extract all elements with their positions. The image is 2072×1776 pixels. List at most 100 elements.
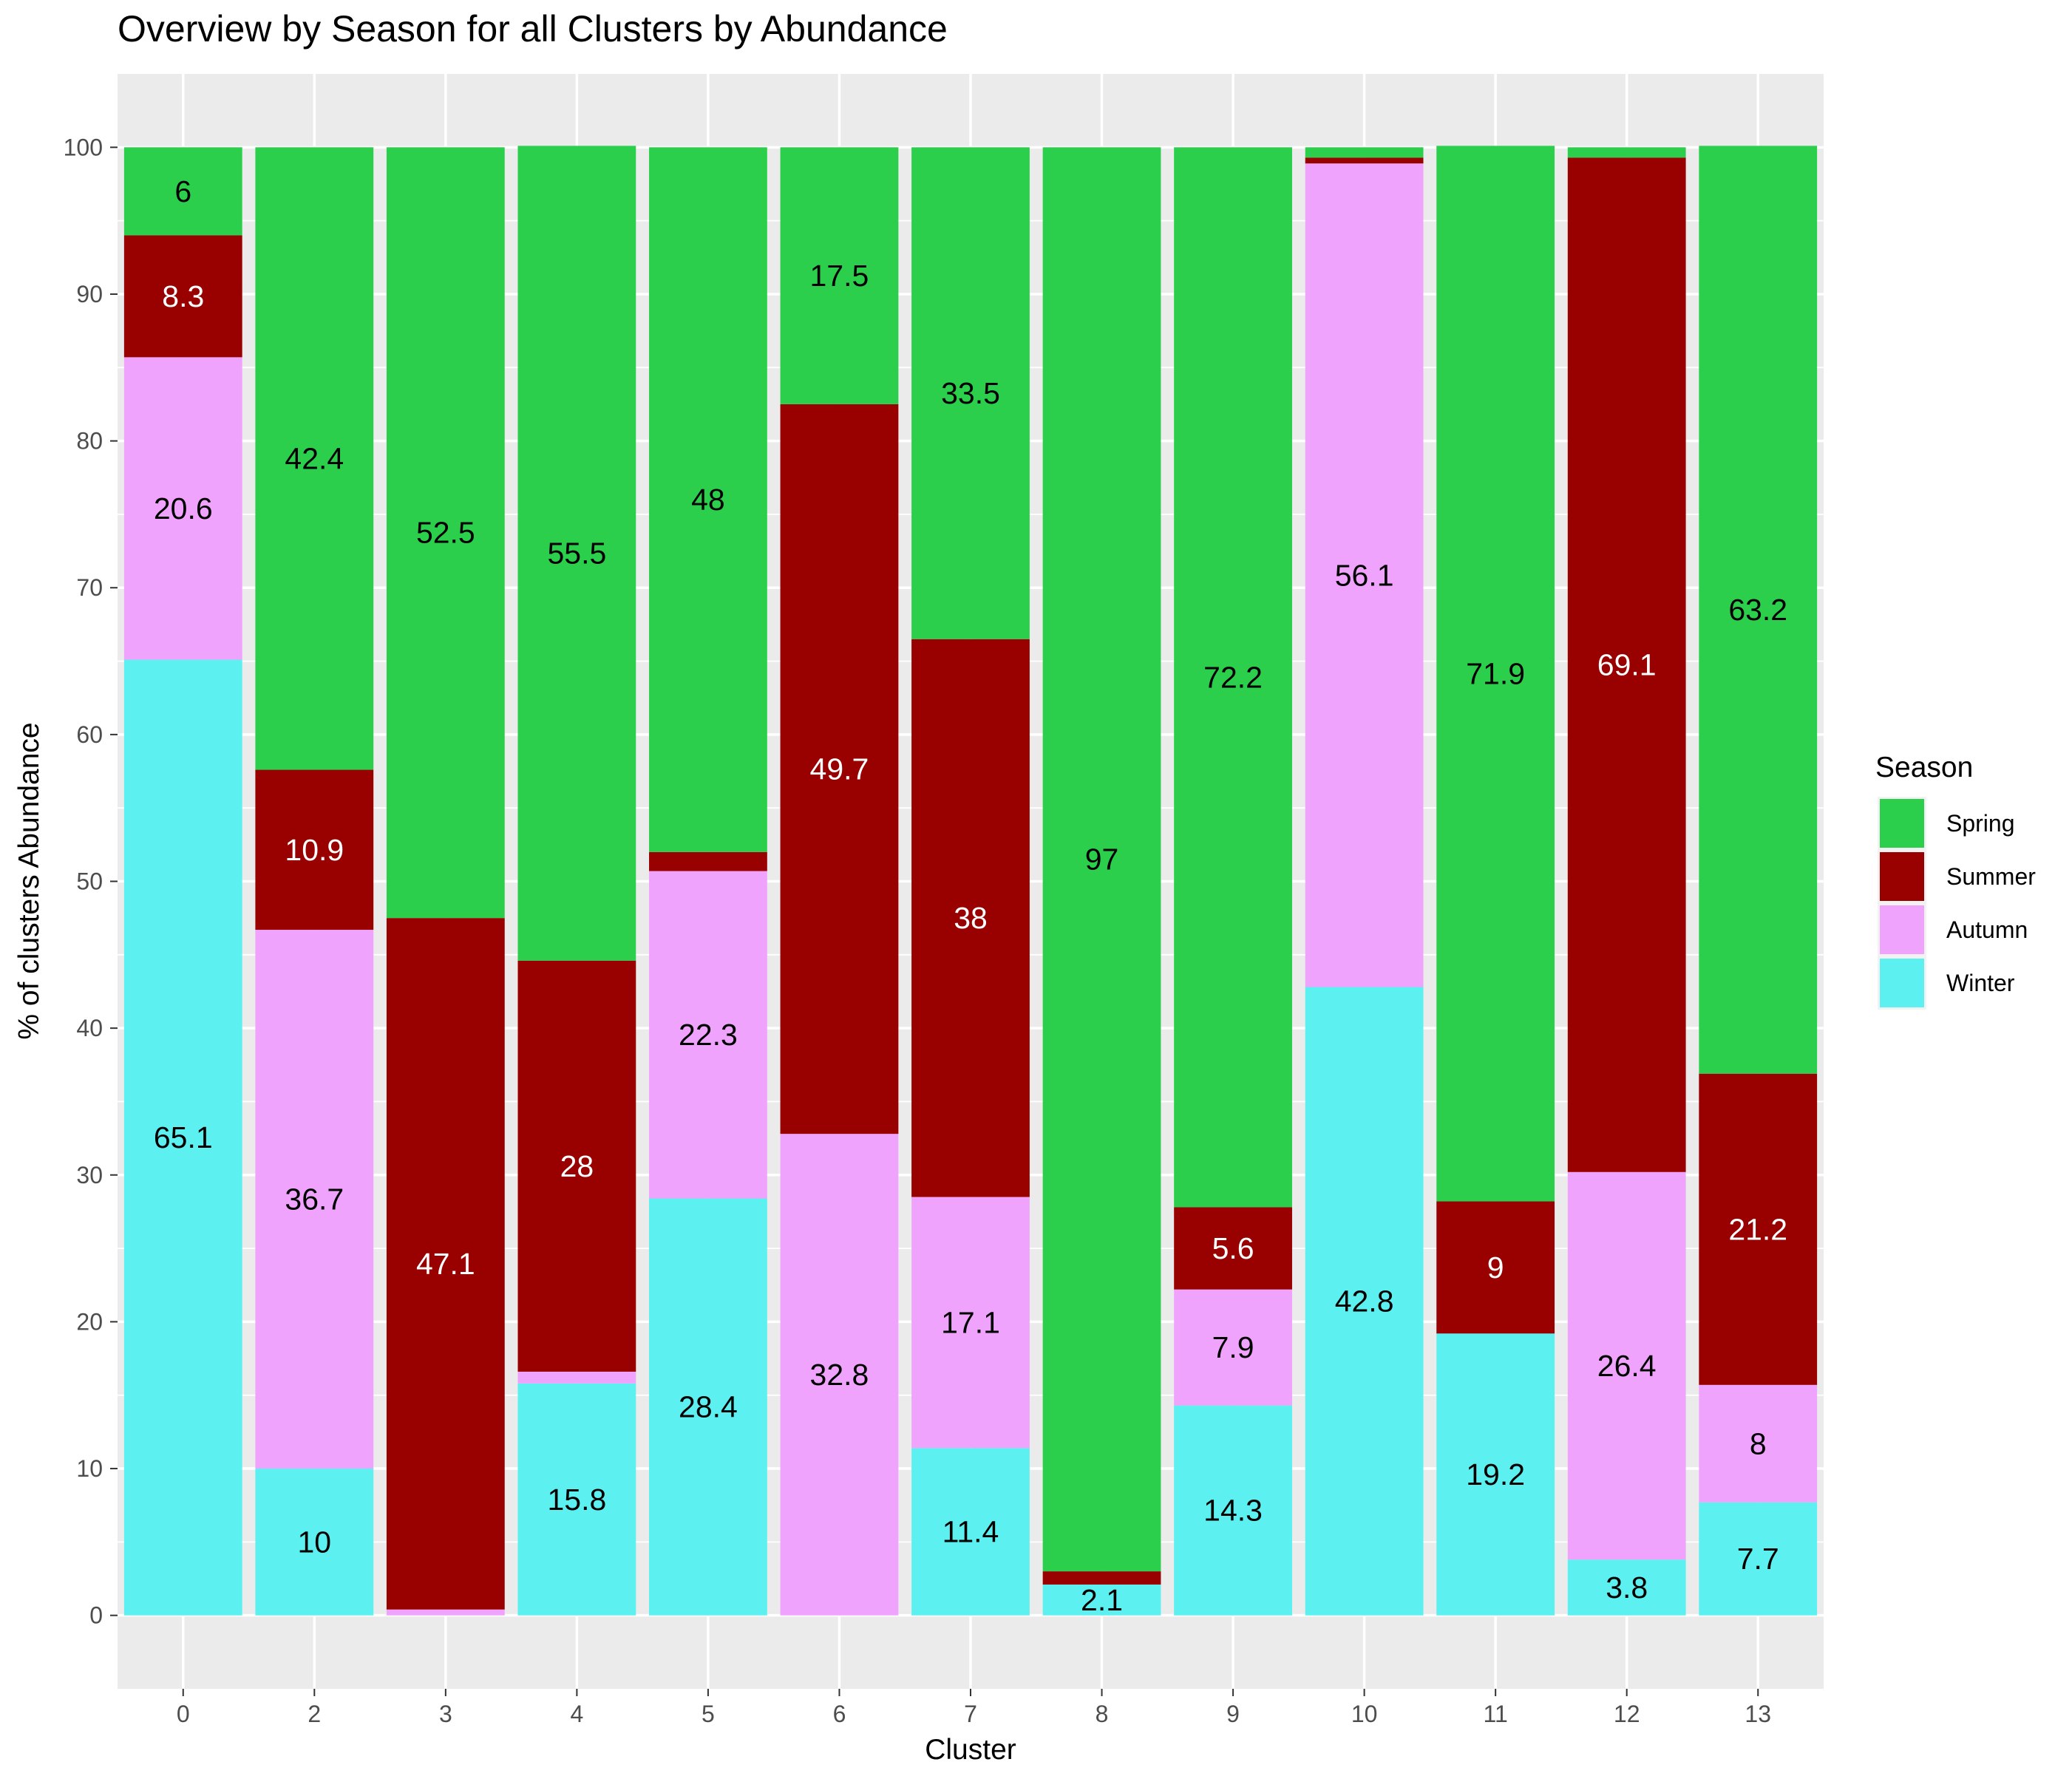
x-tick-label: 7 <box>964 1701 977 1727</box>
bar-segment-winter <box>517 1383 636 1616</box>
bar-segment-winter <box>255 1469 374 1616</box>
bar-segment-autumn <box>780 1134 899 1616</box>
data-label: 71.9 <box>1466 656 1525 690</box>
data-label: 8 <box>1750 1426 1767 1460</box>
bar-segment-summer <box>123 235 242 358</box>
y-tick-label: 30 <box>76 1162 103 1188</box>
data-label: 22.3 <box>679 1018 738 1052</box>
x-tick-label: 9 <box>1226 1701 1240 1727</box>
bar-segment-summer <box>649 851 767 871</box>
legend-label-spring: Spring <box>1946 810 2015 837</box>
data-label: 49.7 <box>810 752 869 786</box>
data-label: 15.8 <box>547 1483 606 1517</box>
chart-title: Overview by Season for all Clusters by A… <box>118 8 948 50</box>
data-label: 28.4 <box>679 1390 738 1424</box>
data-label: 69.1 <box>1597 648 1657 682</box>
x-tick-label: 10 <box>1351 1701 1378 1727</box>
data-label: 9 <box>1487 1251 1504 1285</box>
y-axis-title: % of clusters Abundance <box>13 722 45 1039</box>
y-tick-label: 80 <box>76 428 103 455</box>
legend-label-summer: Summer <box>1946 863 2036 890</box>
x-tick-label: 5 <box>702 1701 715 1727</box>
bar-segment-spring <box>1042 147 1161 1572</box>
x-tick-label: 3 <box>439 1701 452 1727</box>
y-tick-label: 70 <box>76 574 103 601</box>
bar-segment-winter <box>1305 987 1424 1616</box>
bar-segment-spring <box>1567 147 1686 158</box>
data-label: 8.3 <box>162 279 204 313</box>
bar-segment-summer <box>517 960 636 1372</box>
data-label: 63.2 <box>1728 593 1787 627</box>
x-axis-title: Cluster <box>925 1734 1016 1766</box>
data-label: 42.8 <box>1335 1285 1394 1319</box>
data-label: 28 <box>560 1149 594 1183</box>
x-tick-label: 6 <box>833 1701 846 1727</box>
bar-segment-autumn <box>1174 1289 1292 1406</box>
bar-segment-spring <box>386 147 505 919</box>
data-label: 10 <box>298 1525 332 1559</box>
data-label: 7.7 <box>1737 1542 1779 1576</box>
data-label: 97 <box>1085 843 1119 877</box>
legend-title: Season <box>1875 752 1973 783</box>
data-label: 26.4 <box>1597 1349 1657 1383</box>
bar-segment-autumn <box>255 930 374 1469</box>
data-label: 65.1 <box>154 1120 213 1154</box>
bar-segment-autumn <box>1567 1171 1686 1560</box>
data-label: 33.5 <box>941 376 1000 410</box>
data-label: 17.5 <box>810 259 869 293</box>
x-tick-label: 12 <box>1614 1701 1640 1727</box>
data-label: 48 <box>691 483 725 517</box>
data-label: 36.7 <box>285 1183 344 1217</box>
data-label: 56.1 <box>1335 558 1394 592</box>
data-label: 52.5 <box>416 516 475 550</box>
y-axis: 0 10 20 30 40 50 60 70 80 90 100 <box>64 134 118 1629</box>
legend-swatch-autumn <box>1880 905 1924 954</box>
bar-segment-spring <box>1305 147 1424 158</box>
y-tick-label: 10 <box>76 1455 103 1482</box>
data-label: 55.5 <box>547 537 606 571</box>
bar-segment-autumn <box>649 871 767 1199</box>
data-label: 5.6 <box>1212 1231 1254 1265</box>
data-label: 6 <box>174 174 191 208</box>
bar-segment-autumn <box>911 1197 1030 1449</box>
data-label: 72.2 <box>1203 660 1263 694</box>
data-label: 32.8 <box>810 1358 869 1392</box>
data-label: 38 <box>954 901 988 935</box>
bars <box>123 146 1818 1616</box>
bar-segment-summer <box>780 404 899 1134</box>
x-axis: 0 2 3 4 5 6 7 8 9 10 11 12 13 <box>177 1689 1771 1727</box>
bar-segment-spring <box>649 147 767 852</box>
bar-segment-summer <box>1436 1201 1555 1334</box>
y-tick-label: 20 <box>76 1308 103 1335</box>
bar-segment-spring <box>1436 146 1555 1202</box>
bar-segment-winter <box>1567 1559 1686 1616</box>
bar-segment-autumn <box>1699 1384 1818 1503</box>
x-tick-label: 8 <box>1096 1701 1109 1727</box>
bar-segment-summer <box>1699 1073 1818 1385</box>
x-tick-label: 13 <box>1745 1701 1771 1727</box>
y-tick-label: 60 <box>76 721 103 748</box>
legend-label-winter: Winter <box>1946 970 2015 996</box>
bar-segment-winter <box>911 1448 1030 1616</box>
bar-segment-summer <box>1567 157 1686 1172</box>
y-tick-label: 50 <box>76 868 103 895</box>
data-label: 17.1 <box>941 1305 1000 1339</box>
bar-segment-autumn <box>1305 163 1424 987</box>
bar-segment-autumn <box>386 1609 505 1616</box>
y-tick-label: 0 <box>89 1602 103 1629</box>
bar-segment-spring <box>780 147 899 404</box>
bar-segment-winter <box>1436 1333 1555 1616</box>
data-label: 20.6 <box>154 491 213 525</box>
legend: Season Spring Summer Autumn Winter <box>1875 752 2036 1010</box>
legend-swatch-winter <box>1880 959 1924 1007</box>
bar-segment-summer <box>911 639 1030 1197</box>
bar-segment-summer <box>1305 157 1424 164</box>
bar-segment-autumn <box>517 1371 636 1384</box>
bar-segment-summer <box>1174 1207 1292 1290</box>
x-tick-label: 4 <box>570 1701 583 1727</box>
bar-segment-summer <box>255 769 374 930</box>
bar-segment-summer <box>1042 1571 1161 1585</box>
bar-segment-winter <box>123 659 242 1616</box>
x-tick-label: 11 <box>1484 1701 1508 1727</box>
